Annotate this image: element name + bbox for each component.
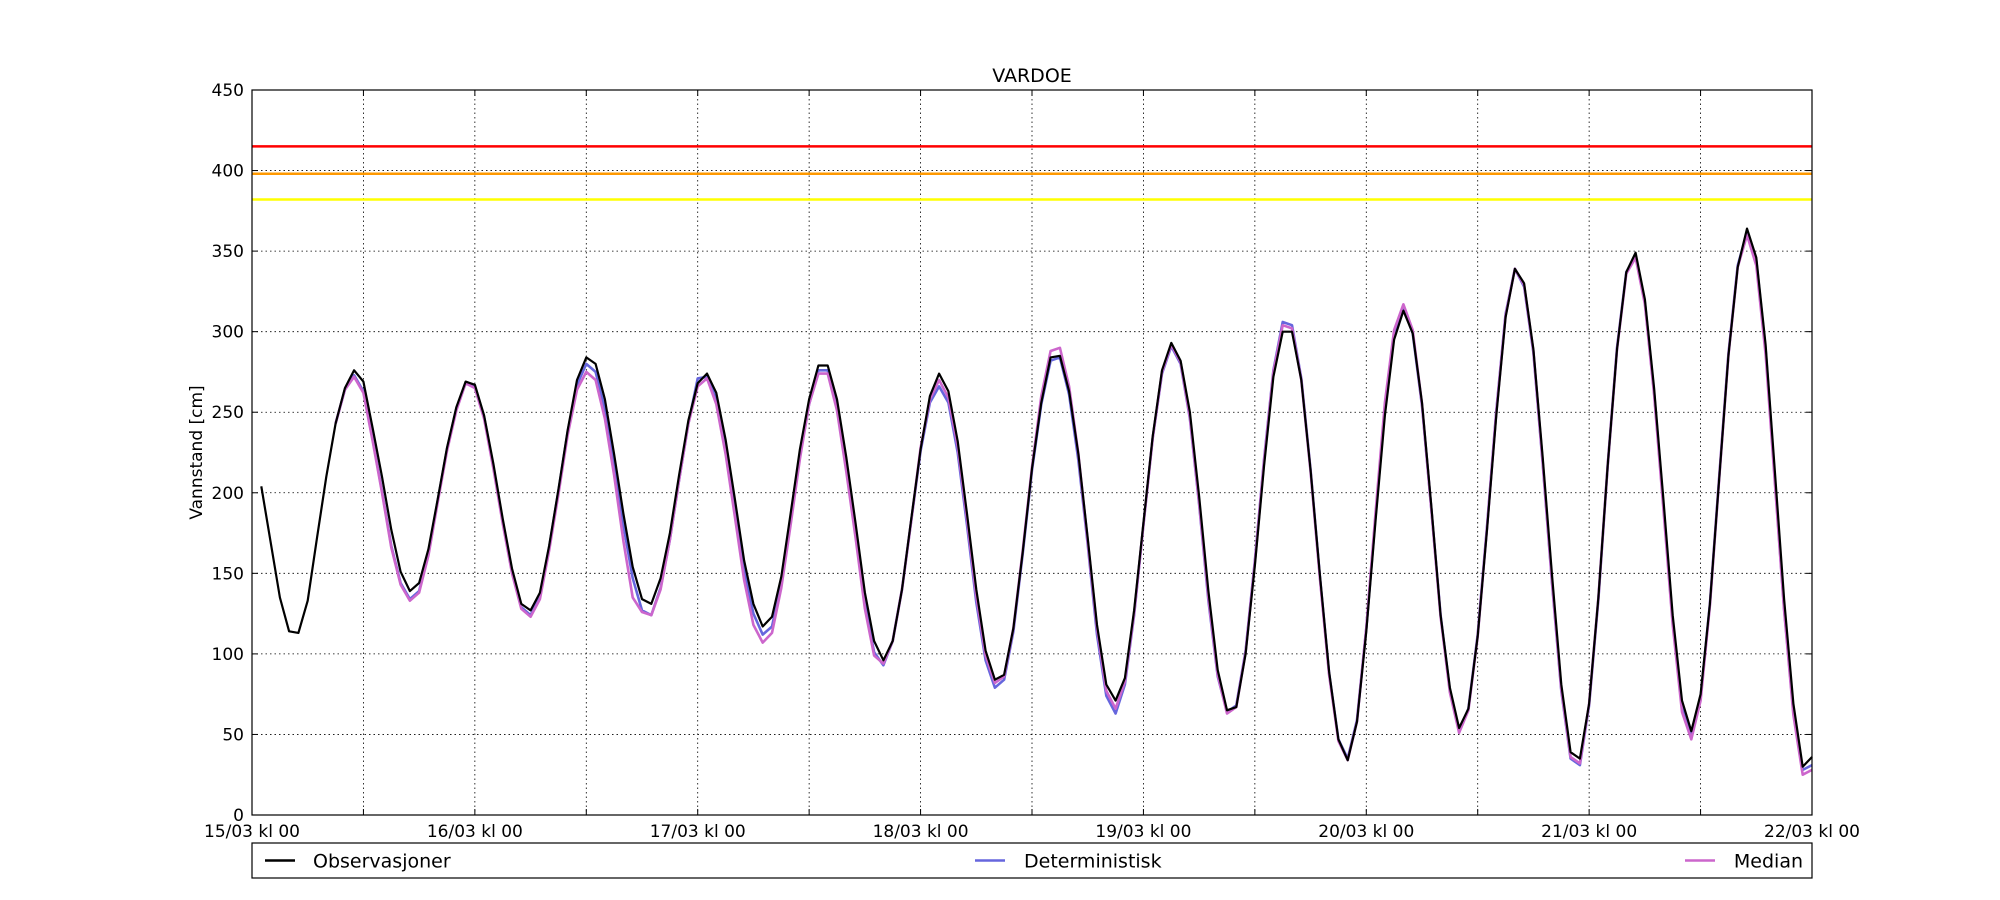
series-lines [260, 227, 1813, 777]
threshold-lines [252, 145, 1812, 201]
y-axis-ticks: 0 50 100 150 200 250 300 350 400 450 [212, 81, 1812, 826]
x-tick-label: 18/03 kl 00 [873, 822, 969, 842]
y-tick-label: 50 [222, 725, 244, 745]
y-tick-label: 150 [212, 564, 244, 584]
x-tick-label: 21/03 kl 00 [1541, 822, 1637, 842]
legend-box [251, 842, 1813, 879]
legend-label: Observasjoner [313, 851, 451, 873]
y-tick-label: 300 [212, 323, 244, 343]
x-tick-label: 22/03 kl 00 [1764, 822, 1860, 842]
y-tick-label: 100 [212, 645, 244, 665]
x-tick-label: 16/03 kl 00 [427, 822, 523, 842]
x-tick-label: 15/03 kl 00 [204, 822, 300, 842]
y-tick-label: 450 [212, 81, 244, 101]
y-tick-label: 200 [212, 484, 244, 504]
x-tick-label: 17/03 kl 00 [650, 822, 746, 842]
legend-label: Deterministisk [1024, 851, 1162, 873]
x-tick-label: 19/03 kl 00 [1095, 822, 1191, 842]
series-line-observasjoner [260, 227, 1813, 768]
y-tick-label: 0 [233, 806, 244, 826]
legend-label: Median [1734, 851, 1803, 873]
x-axis-ticks: 15/03 kl 00 16/03 kl 00 17/03 kl 00 18/03 k… [204, 90, 1860, 842]
y-tick-label: 400 [212, 162, 244, 182]
y-axis-label: Vannstand [cm] [187, 385, 207, 519]
x-tick-label: 20/03 kl 00 [1318, 822, 1414, 842]
y-tick-label: 350 [212, 242, 244, 262]
chart-title: VARDOE [992, 65, 1072, 87]
y-tick-label: 250 [212, 403, 244, 423]
legend: Observasjoner Deterministisk Median [251, 842, 1813, 879]
